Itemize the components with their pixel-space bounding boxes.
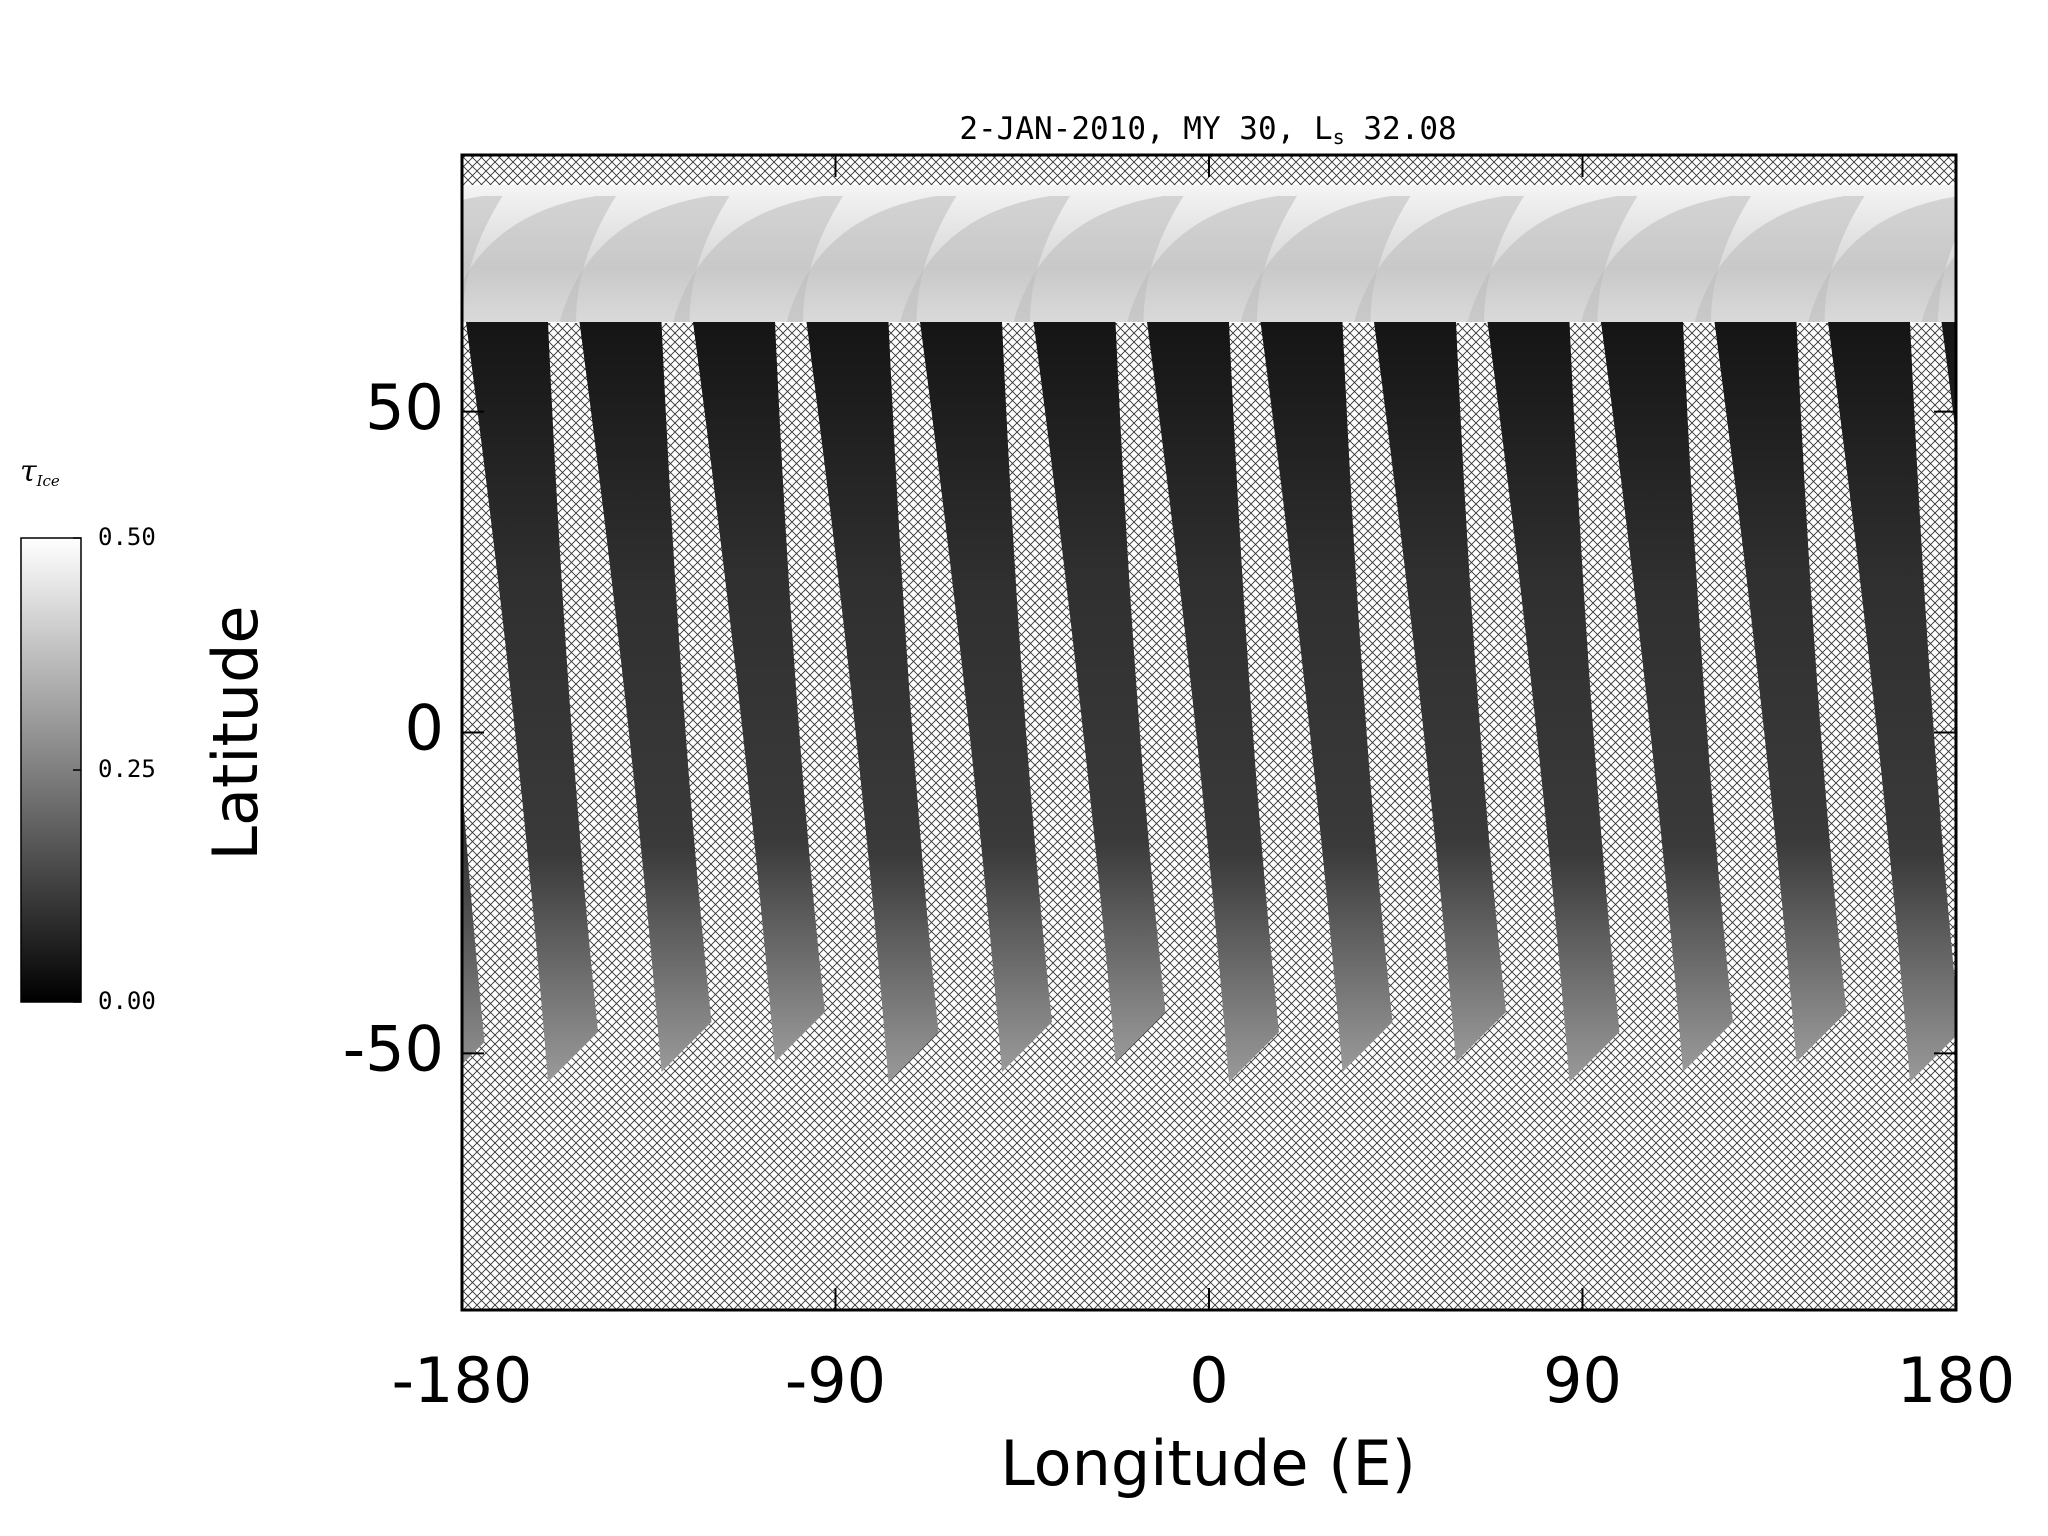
chart-title: 2-JAN-2010, MY 30, Ls 32.08 — [959, 111, 1456, 149]
y-tick-label: -50 — [343, 1012, 444, 1085]
x-tick-label: 90 — [1543, 1344, 1622, 1417]
title-suffix: 32.08 — [1345, 111, 1457, 147]
x-tick-label: -90 — [785, 1344, 886, 1417]
colorbar-label: τIce — [20, 454, 60, 490]
y-tick-label: 50 — [365, 371, 444, 444]
x-axis-label: Longitude (E) — [1000, 1427, 1416, 1500]
swath — [1033, 322, 1166, 1062]
title-subscript: s — [1333, 125, 1345, 149]
colorbar — [20, 537, 82, 1003]
swath — [466, 322, 598, 1082]
x-tick-label: 180 — [1897, 1344, 2015, 1417]
swath — [1941, 322, 1956, 436]
swaths — [462, 185, 1956, 1082]
polar-swath — [1808, 196, 1956, 322]
colorbar-label-symbol: τ — [20, 454, 37, 489]
swath — [462, 784, 485, 1065]
swath — [1260, 322, 1393, 1072]
swath — [1714, 322, 1847, 1062]
swath — [693, 322, 825, 1062]
colorbar-tick-label: 0.50 — [98, 523, 156, 551]
polar-swath — [1921, 255, 1956, 322]
y-tick-label: 0 — [405, 692, 444, 765]
colorbar-tick-label: 0.00 — [98, 987, 156, 1015]
polar-swath — [462, 196, 503, 322]
swath — [1487, 322, 1620, 1082]
title-text: 2-JAN-2010, MY 30, L — [959, 111, 1332, 147]
swath — [1147, 322, 1279, 1082]
x-tick-label: 0 — [1189, 1344, 1228, 1417]
swath — [1828, 322, 1956, 1082]
y-axis-label: Latitude — [199, 605, 272, 860]
swath — [1374, 322, 1506, 1062]
x-tick-label: -180 — [392, 1344, 533, 1417]
swath — [806, 322, 939, 1082]
swath — [920, 322, 1052, 1072]
colorbar-label-subscript: Ice — [36, 472, 60, 490]
swath — [579, 322, 712, 1072]
swath — [1601, 322, 1733, 1072]
colorbar-tick-label: 0.25 — [98, 755, 156, 783]
